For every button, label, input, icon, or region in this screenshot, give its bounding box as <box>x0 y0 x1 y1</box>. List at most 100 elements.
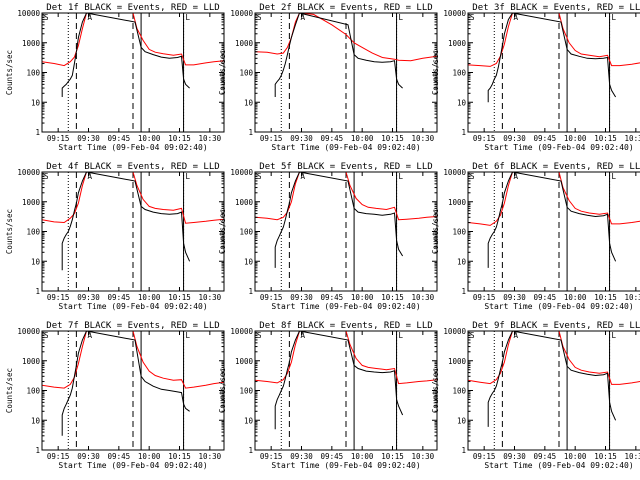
flag-label: S <box>257 172 262 181</box>
y-tick-label: 1 <box>248 287 253 296</box>
events-series-line <box>274 331 404 430</box>
panel-title: Det 1f BLACK = Events, RED = LLD <box>46 3 219 13</box>
panel-title: Det 9f BLACK = Events, RED = LLD <box>472 321 640 331</box>
flag-label: S <box>44 172 49 181</box>
flag-label: S <box>470 13 475 22</box>
x-tick-label: 10:00 <box>138 452 161 461</box>
x-tick-label: 09:15 <box>473 293 496 302</box>
flag-label: A <box>514 172 519 181</box>
lld-series-line <box>255 13 437 62</box>
y-tick-label: 1000 <box>448 198 467 207</box>
lld-series-line <box>468 331 640 385</box>
x-tick-label: 09:15 <box>473 452 496 461</box>
flag-label: A <box>301 172 306 181</box>
x-tick-label: 09:45 <box>534 452 557 461</box>
y-tick-label: 1 <box>35 446 40 455</box>
x-tick-label: 10:15 <box>381 134 404 143</box>
x-tick-label: 10:30 <box>199 293 222 302</box>
lld-series-line <box>468 13 640 67</box>
events-series-line <box>61 13 190 97</box>
x-tick-label: 10:00 <box>351 452 374 461</box>
flag-label: A <box>88 13 93 22</box>
y-tick-label: 10000 <box>443 9 466 18</box>
x-tick-label: 10:15 <box>594 134 617 143</box>
events-series-line <box>61 331 190 436</box>
flag-label: S <box>44 13 49 22</box>
y-tick-label: 1 <box>35 128 40 137</box>
panel-title: Det 8f BLACK = Events, RED = LLD <box>259 321 432 331</box>
x-tick-label: 10:30 <box>625 452 640 461</box>
detector-panel-1: Det 1f BLACK = Events, RED = LLD 09:15 09:… <box>5 3 225 152</box>
y-tick-label: 10000 <box>17 327 40 336</box>
events-series-line <box>61 172 191 271</box>
y-tick-label: 10 <box>31 416 41 425</box>
y-tick-label: 10000 <box>443 168 466 177</box>
x-axis-label: Start Time (09-Feb-04 09:02:40) <box>58 461 207 470</box>
x-tick-label: 10:00 <box>138 134 161 143</box>
lld-series-line <box>255 331 437 385</box>
y-axis-label: Counts/sec <box>5 368 14 413</box>
y-tick-label: 100 <box>452 228 466 237</box>
x-tick-label: 09:45 <box>534 134 557 143</box>
x-tick-label: 10:15 <box>594 452 617 461</box>
x-tick-label: 10:30 <box>412 452 435 461</box>
x-tick-label: 10:15 <box>381 293 404 302</box>
x-tick-label: 10:00 <box>564 293 587 302</box>
lld-series-line <box>468 172 640 226</box>
x-tick-label: 09:30 <box>503 293 526 302</box>
x-tick-label: 09:45 <box>321 452 344 461</box>
y-axis-label: Counts/sec <box>218 50 227 95</box>
x-tick-label: 09:15 <box>260 452 283 461</box>
flag-label: S <box>470 172 475 181</box>
x-tick-label: 10:15 <box>168 452 191 461</box>
y-tick-label: 10000 <box>17 168 40 177</box>
flag-label: L <box>612 331 617 340</box>
detector-panel-3: Det 3f BLACK = Events, RED = LLD 09:15 09:… <box>431 3 640 152</box>
x-tick-label: 09:30 <box>503 134 526 143</box>
y-tick-label: 10 <box>457 257 467 266</box>
detector-panel-6: Det 6f BLACK = Events, RED = LLD 09:15 09:… <box>431 162 640 311</box>
y-tick-label: 100 <box>239 69 253 78</box>
y-tick-label: 10000 <box>230 327 253 336</box>
y-tick-label: 1 <box>461 128 466 137</box>
y-tick-label: 1000 <box>22 357 41 366</box>
lld-series-line <box>255 172 437 221</box>
flag-label: L <box>186 172 191 181</box>
flag-label: S <box>470 331 475 340</box>
y-axis-label: Counts/sec <box>431 50 440 95</box>
y-tick-label: 1 <box>248 128 253 137</box>
x-tick-label: 09:15 <box>47 293 70 302</box>
y-tick-label: 10 <box>31 98 41 107</box>
x-axis-label: Start Time (09-Feb-04 09:02:40) <box>271 143 420 152</box>
x-tick-label: 09:15 <box>260 293 283 302</box>
x-tick-label: 09:45 <box>321 134 344 143</box>
x-tick-label: 10:30 <box>199 452 222 461</box>
y-tick-label: 10 <box>457 98 467 107</box>
x-tick-label: 09:30 <box>77 293 100 302</box>
y-tick-label: 1000 <box>448 357 467 366</box>
detector-panel-7: Det 7f BLACK = Events, RED = LLD 09:15 09:… <box>5 321 225 470</box>
x-axis-label: Start Time (09-Feb-04 09:02:40) <box>484 302 633 311</box>
x-tick-label: 10:00 <box>564 452 587 461</box>
y-axis-label: Counts/sec <box>431 209 440 254</box>
panel-title: Det 4f BLACK = Events, RED = LLD <box>46 162 219 172</box>
y-tick-label: 10 <box>244 257 254 266</box>
y-tick-label: 1 <box>461 287 466 296</box>
flag-label: L <box>399 172 404 181</box>
y-tick-label: 1000 <box>235 39 254 48</box>
flag-label: L <box>612 13 617 22</box>
x-tick-label: 09:45 <box>108 134 131 143</box>
events-series-line <box>487 13 617 103</box>
y-axis-label: Counts/sec <box>431 368 440 413</box>
flag-label: L <box>612 172 617 181</box>
x-tick-label: 10:30 <box>412 293 435 302</box>
detector-panel-2: Det 2f BLACK = Events, RED = LLD 09:15 09:… <box>218 3 438 152</box>
events-series-line <box>487 172 617 268</box>
flag-label: A <box>514 13 519 22</box>
y-axis-label: Counts/sec <box>5 50 14 95</box>
flag-label: S <box>44 331 49 340</box>
x-tick-label: 10:30 <box>412 134 435 143</box>
detector-panel-8: Det 8f BLACK = Events, RED = LLD 09:15 09:… <box>218 321 438 470</box>
x-tick-label: 10:00 <box>138 293 161 302</box>
